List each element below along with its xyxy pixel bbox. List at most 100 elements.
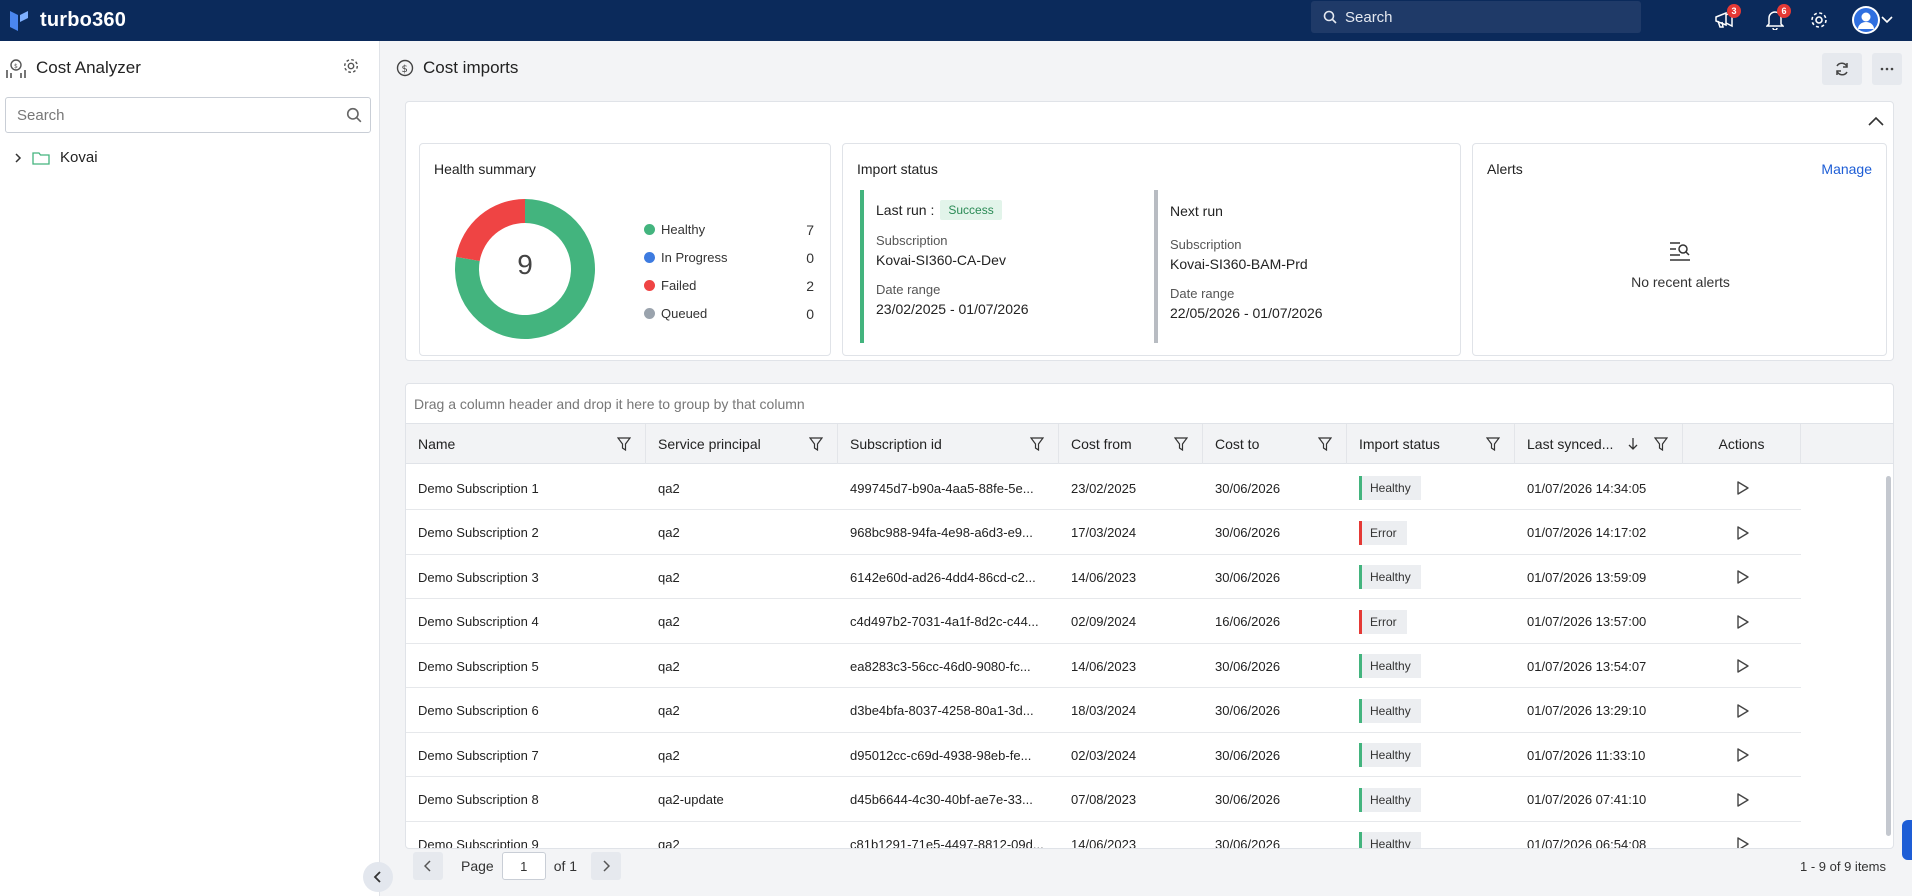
settings-button[interactable] bbox=[1805, 6, 1833, 34]
folder-icon bbox=[32, 151, 50, 165]
run-import-icon[interactable] bbox=[1736, 569, 1750, 585]
search-list-icon bbox=[1670, 242, 1690, 261]
app-logo[interactable]: turbo360 bbox=[8, 9, 126, 33]
page-count-label: of 1 bbox=[553, 858, 578, 874]
svg-text:$: $ bbox=[14, 63, 18, 70]
column-header-label: Import status bbox=[1359, 436, 1440, 452]
status-badge: Healthy bbox=[1359, 698, 1421, 723]
top-navigation-bar: turbo360 Search 3 6 bbox=[0, 0, 1912, 41]
notifications-button[interactable]: 6 bbox=[1761, 4, 1791, 34]
run-import-icon[interactable] bbox=[1736, 658, 1750, 674]
run-import-icon[interactable] bbox=[1736, 614, 1750, 630]
global-search-placeholder: Search bbox=[1345, 8, 1393, 26]
refresh-button[interactable] bbox=[1822, 53, 1862, 85]
table-row[interactable]: Demo Subscription 9 qa2 c81b1291-71e5-4497… bbox=[406, 822, 1801, 849]
cell-name: Demo Subscription 3 bbox=[418, 569, 539, 585]
chevron-up-icon[interactable] bbox=[1868, 116, 1884, 126]
sort-descending-icon[interactable] bbox=[1628, 437, 1638, 451]
global-search-input[interactable]: Search bbox=[1311, 1, 1641, 33]
column-header-subscription-id[interactable]: Subscription id bbox=[838, 424, 1059, 464]
grid-scrollbar[interactable] bbox=[1885, 466, 1893, 844]
filter-icon[interactable] bbox=[1318, 437, 1332, 451]
filter-icon[interactable] bbox=[617, 437, 631, 451]
table-row[interactable]: Demo Subscription 7 qa2 d95012cc-c69d-4938… bbox=[406, 733, 1801, 777]
svg-text:$: $ bbox=[402, 64, 408, 75]
legend-dot bbox=[644, 308, 655, 319]
table-row[interactable]: Demo Subscription 6 qa2 d3be4bfa-8037-4258… bbox=[406, 689, 1801, 733]
run-import-icon[interactable] bbox=[1736, 703, 1750, 719]
table-row[interactable]: Demo Subscription 2 qa2 968bc988-94fa-4e98… bbox=[406, 511, 1801, 555]
cell-name: Demo Subscription 6 bbox=[418, 703, 539, 718]
sidebar-title: Cost Analyzer bbox=[36, 58, 141, 77]
turbo360-logo-icon bbox=[10, 10, 28, 31]
collapse-sidebar-button[interactable] bbox=[363, 862, 393, 892]
filter-icon[interactable] bbox=[1174, 437, 1188, 451]
cell-import-status: Healthy bbox=[1347, 778, 1515, 822]
more-options-button[interactable] bbox=[1872, 53, 1902, 85]
filter-icon[interactable] bbox=[1486, 437, 1500, 451]
previous-page-button[interactable] bbox=[413, 852, 443, 880]
chevron-right-icon bbox=[603, 860, 611, 872]
chevron-right-icon[interactable] bbox=[12, 152, 24, 164]
status-badge: Healthy bbox=[1359, 787, 1421, 812]
legend-label: Healthy bbox=[661, 222, 706, 237]
table-row[interactable]: Demo Subscription 3 qa2 6142e60d-ad26-4dd4… bbox=[406, 555, 1801, 599]
last-run-status-badge: Success bbox=[940, 200, 1002, 220]
run-import-icon[interactable] bbox=[1736, 525, 1750, 541]
manage-alerts-link[interactable]: Manage bbox=[1821, 161, 1872, 177]
column-header-import-status[interactable]: Import status bbox=[1347, 424, 1515, 464]
column-header-service-principal[interactable]: Service principal bbox=[646, 424, 838, 464]
avatar-icon bbox=[1852, 6, 1880, 34]
filter-icon[interactable] bbox=[1654, 437, 1668, 451]
cell-service-principal: qa2 bbox=[658, 480, 680, 496]
sidebar-settings-button[interactable] bbox=[342, 57, 360, 80]
cell-cost-to: 30/06/2026 bbox=[1215, 747, 1281, 763]
table-row[interactable]: Demo Subscription 1 qa2 499745d7-b90a-4aa5… bbox=[406, 466, 1801, 510]
legend-queued: Queued 0 bbox=[644, 305, 814, 322]
column-header-cost-from[interactable]: Cost from bbox=[1059, 424, 1203, 464]
table-row[interactable]: Demo Subscription 8 qa2-update d45b6644-4c… bbox=[406, 778, 1801, 822]
status-badge: Error bbox=[1359, 609, 1407, 634]
group-by-drop-zone[interactable]: Drag a column header and drop it here to… bbox=[406, 384, 1893, 424]
run-import-icon[interactable] bbox=[1736, 480, 1750, 496]
donut-slice-failed[interactable] bbox=[456, 199, 525, 262]
table-row[interactable]: Demo Subscription 5 qa2 ea8283c3-56cc-46d0… bbox=[406, 644, 1801, 688]
cost-import-icon: $ bbox=[396, 59, 414, 77]
column-header-label: Name bbox=[418, 436, 456, 452]
column-header-actions: Actions bbox=[1683, 424, 1801, 464]
column-header-name[interactable]: Name bbox=[406, 424, 646, 464]
column-header-cost-to[interactable]: Cost to bbox=[1203, 424, 1347, 464]
page-number-input[interactable]: 1 bbox=[501, 852, 546, 880]
cell-import-status: Healthy bbox=[1347, 555, 1515, 599]
user-menu-button[interactable] bbox=[1850, 6, 1894, 34]
status-badge: Healthy bbox=[1359, 832, 1421, 848]
run-import-icon[interactable] bbox=[1736, 747, 1750, 763]
filter-icon[interactable] bbox=[1030, 437, 1044, 451]
cell-name: Demo Subscription 7 bbox=[418, 747, 539, 763]
announcements-button[interactable]: 3 bbox=[1711, 4, 1741, 34]
scrollbar-thumb[interactable] bbox=[1886, 476, 1891, 836]
sidebar-search-input[interactable]: Search bbox=[5, 97, 371, 133]
cell-import-status: Healthy bbox=[1347, 466, 1515, 510]
grid-header: Name Service principal Subscription id C… bbox=[406, 424, 1893, 464]
announcements-badge: 3 bbox=[1727, 4, 1741, 18]
tree-item-kovai[interactable]: Kovai bbox=[12, 149, 98, 166]
cell-import-status: Error bbox=[1347, 600, 1515, 644]
cell-service-principal: qa2 bbox=[658, 836, 680, 849]
legend-label: Queued bbox=[661, 306, 708, 321]
donut-slice-healthy[interactable] bbox=[455, 199, 595, 339]
cell-service-principal: qa2 bbox=[658, 569, 680, 585]
run-import-icon[interactable] bbox=[1736, 836, 1750, 849]
table-row[interactable]: Demo Subscription 4 qa2 c4d497b2-7031-4a1f… bbox=[406, 600, 1801, 644]
run-import-icon[interactable] bbox=[1736, 792, 1750, 808]
next-page-button[interactable] bbox=[591, 852, 622, 880]
filter-icon[interactable] bbox=[809, 437, 823, 451]
side-panel-tab[interactable] bbox=[1902, 820, 1912, 860]
legend-value: 0 bbox=[806, 305, 814, 322]
column-header-label: Cost from bbox=[1071, 436, 1132, 452]
cell-last-synced: 01/07/2026 14:17:02 bbox=[1527, 525, 1647, 540]
column-header-last-synced[interactable]: Last synced... bbox=[1515, 424, 1683, 464]
cell-subscription-id: ea8283c3-56cc-46d0-9080-fc... bbox=[850, 658, 1031, 674]
health-summary-title: Health summary bbox=[434, 161, 536, 177]
status-badge: Healthy bbox=[1359, 476, 1421, 500]
